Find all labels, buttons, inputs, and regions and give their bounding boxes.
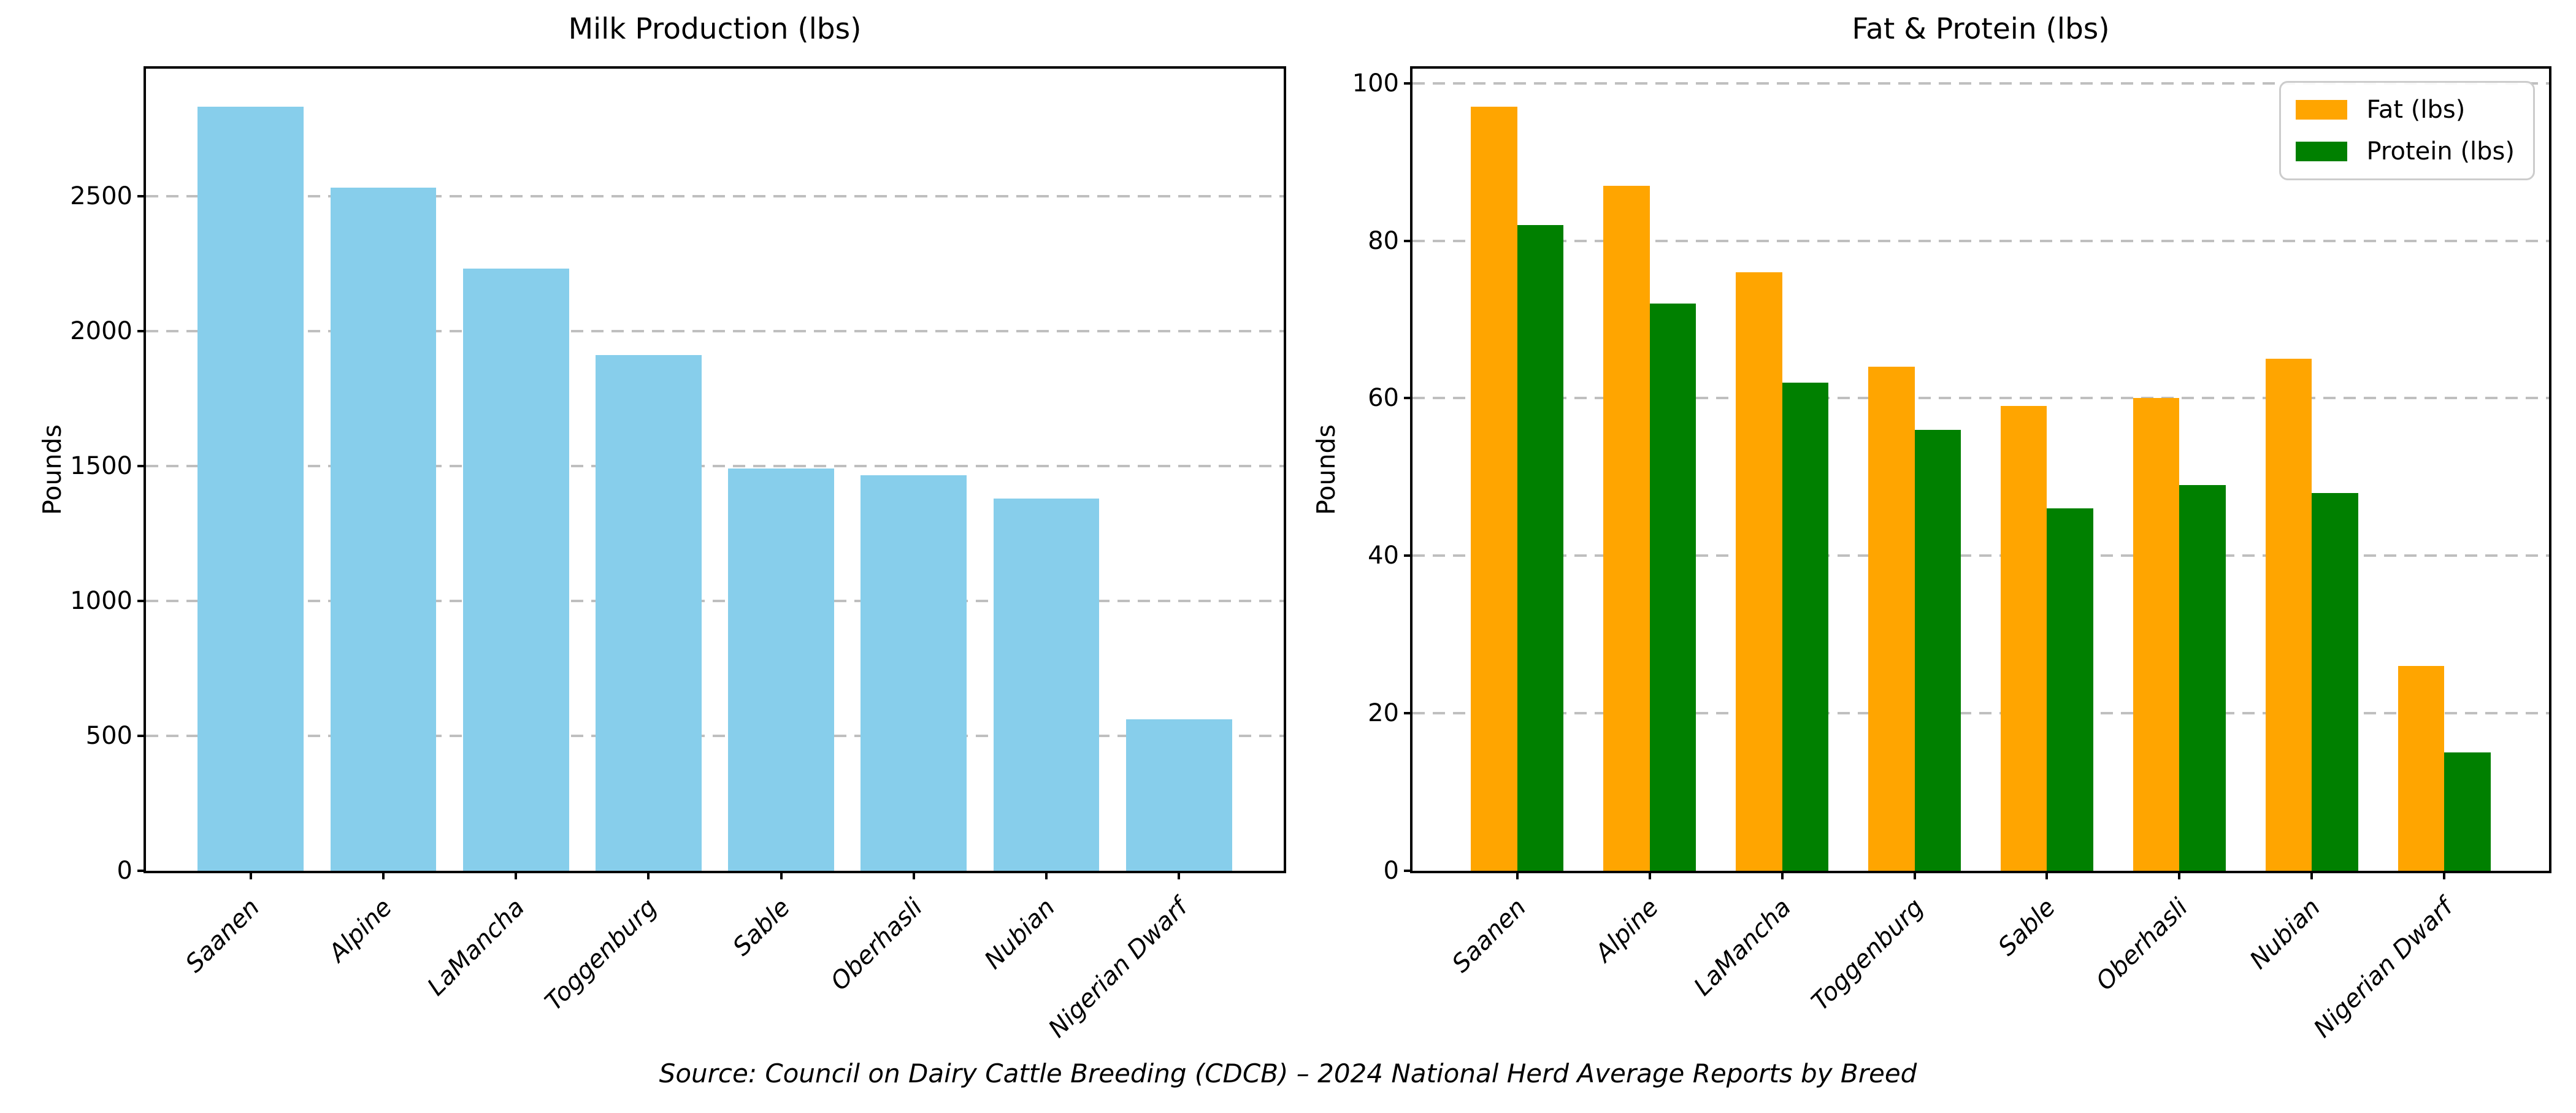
bar-nigerian-dwarf-fat-lbs (2398, 666, 2445, 871)
bar-saanen-protein-lbs (1517, 224, 1564, 871)
source-caption: Source: Council on Dairy Cattle Breeding… (659, 1058, 1917, 1088)
x-tick-lamancha (515, 871, 518, 879)
gridline-500 (146, 734, 1284, 737)
x-tick-lamancha (1781, 871, 1784, 879)
x-tick-saanen (1516, 871, 1519, 879)
bar-alpine-fat-lbs (1603, 185, 1650, 871)
bar-oberhasli-milk-lbs (861, 475, 967, 871)
x-tick-toggenburg (1913, 871, 1916, 879)
chart1-title: Milk Production (lbs) (568, 12, 862, 46)
y-tick-label-20: 20 (1368, 699, 1399, 728)
y-tick-20 (1404, 712, 1413, 715)
y-tick-2500 (137, 194, 146, 197)
y-tick-100 (1404, 82, 1413, 85)
x-tick-alpine (1648, 871, 1651, 879)
x-tick-oberhasli (912, 871, 915, 879)
gridline-80 (1413, 239, 2549, 242)
legend-label-fat-lbs: Fat (lbs) (2366, 96, 2466, 124)
y-tick-500 (137, 734, 146, 737)
bar-lamancha-fat-lbs (1735, 272, 1782, 871)
y-tick-label-0: 0 (1383, 857, 1399, 885)
y-tick-label-0: 0 (117, 857, 132, 885)
x-tick-nubian (1045, 871, 1048, 879)
gridline-100 (1413, 82, 2549, 85)
chart2-title: Fat & Protein (lbs) (1852, 12, 2110, 46)
bar-sable-protein-lbs (2047, 508, 2094, 871)
gridline-40 (1413, 554, 2549, 557)
y-tick-0 (1404, 870, 1413, 872)
gridline-60 (1413, 397, 2549, 400)
bar-nubian-protein-lbs (2312, 492, 2358, 871)
bar-alpine-milk-lbs (330, 188, 437, 871)
x-tick-oberhasli (2178, 871, 2181, 879)
x-tick-sable (2045, 871, 2049, 879)
bar-toggenburg-protein-lbs (1914, 429, 1961, 871)
legend: Fat (lbs) Protein (lbs) (2279, 81, 2535, 180)
y-tick-label-40: 40 (1368, 541, 1399, 570)
bar-oberhasli-protein-lbs (2179, 484, 2226, 871)
bar-lamancha-milk-lbs (462, 269, 569, 871)
gridline-1500 (146, 464, 1284, 467)
gridline-2000 (146, 329, 1284, 332)
y-tick-2000 (137, 329, 146, 332)
y-tick-80 (1404, 239, 1413, 242)
legend-swatch-fat-lbs (2295, 100, 2347, 120)
y-tick-label-2000: 2000 (70, 316, 132, 345)
chart2-plot-area (1410, 66, 2551, 873)
bar-alpine-protein-lbs (1649, 304, 1696, 871)
y-tick-label-1500: 1500 (70, 451, 132, 480)
x-tick-sable (780, 871, 783, 879)
gridline-2500 (146, 194, 1284, 197)
gridline-20 (1413, 712, 2549, 715)
y-tick-label-500: 500 (85, 721, 132, 750)
legend-swatch-protein-lbs (2295, 142, 2347, 161)
bar-nubian-fat-lbs (2265, 359, 2312, 871)
chart1-plot-area (144, 66, 1286, 873)
x-tick-nubian (2310, 871, 2313, 879)
bar-toggenburg-fat-lbs (1868, 367, 1915, 871)
x-tick-nigerian-dwarf (2443, 871, 2446, 879)
bar-saanen-fat-lbs (1471, 107, 1517, 871)
y-tick-1000 (137, 599, 146, 602)
gridline-1000 (146, 599, 1284, 602)
y-tick-0 (137, 870, 146, 872)
legend-entry-protein-lbs: Protein (lbs) (2295, 137, 2515, 166)
bar-oberhasli-fat-lbs (2133, 398, 2180, 871)
bar-sable-fat-lbs (2000, 406, 2047, 871)
y-tick-label-60: 60 (1368, 384, 1399, 413)
y-tick-label-2500: 2500 (70, 182, 132, 210)
x-tick-saanen (249, 871, 252, 879)
bar-toggenburg-milk-lbs (595, 355, 702, 871)
y-tick-label-1000: 1000 (70, 586, 132, 615)
x-tick-toggenburg (647, 871, 650, 879)
bar-nigerian-dwarf-milk-lbs (1125, 719, 1232, 871)
y-tick-60 (1404, 397, 1413, 400)
bar-nubian-milk-lbs (993, 498, 1100, 871)
y-tick-label-80: 80 (1368, 226, 1399, 255)
y-tick-1500 (137, 464, 146, 467)
bar-sable-milk-lbs (728, 469, 835, 871)
bar-saanen-milk-lbs (197, 107, 304, 871)
y-tick-40 (1404, 554, 1413, 557)
x-tick-nigerian-dwarf (1178, 871, 1181, 879)
legend-entry-fat-lbs: Fat (lbs) (2295, 95, 2515, 124)
legend-label-protein-lbs: Protein (lbs) (2366, 137, 2515, 166)
bar-lamancha-protein-lbs (1782, 382, 1829, 871)
x-tick-alpine (381, 871, 385, 879)
bar-nigerian-dwarf-protein-lbs (2444, 752, 2491, 871)
y-tick-label-100: 100 (1352, 69, 1399, 98)
